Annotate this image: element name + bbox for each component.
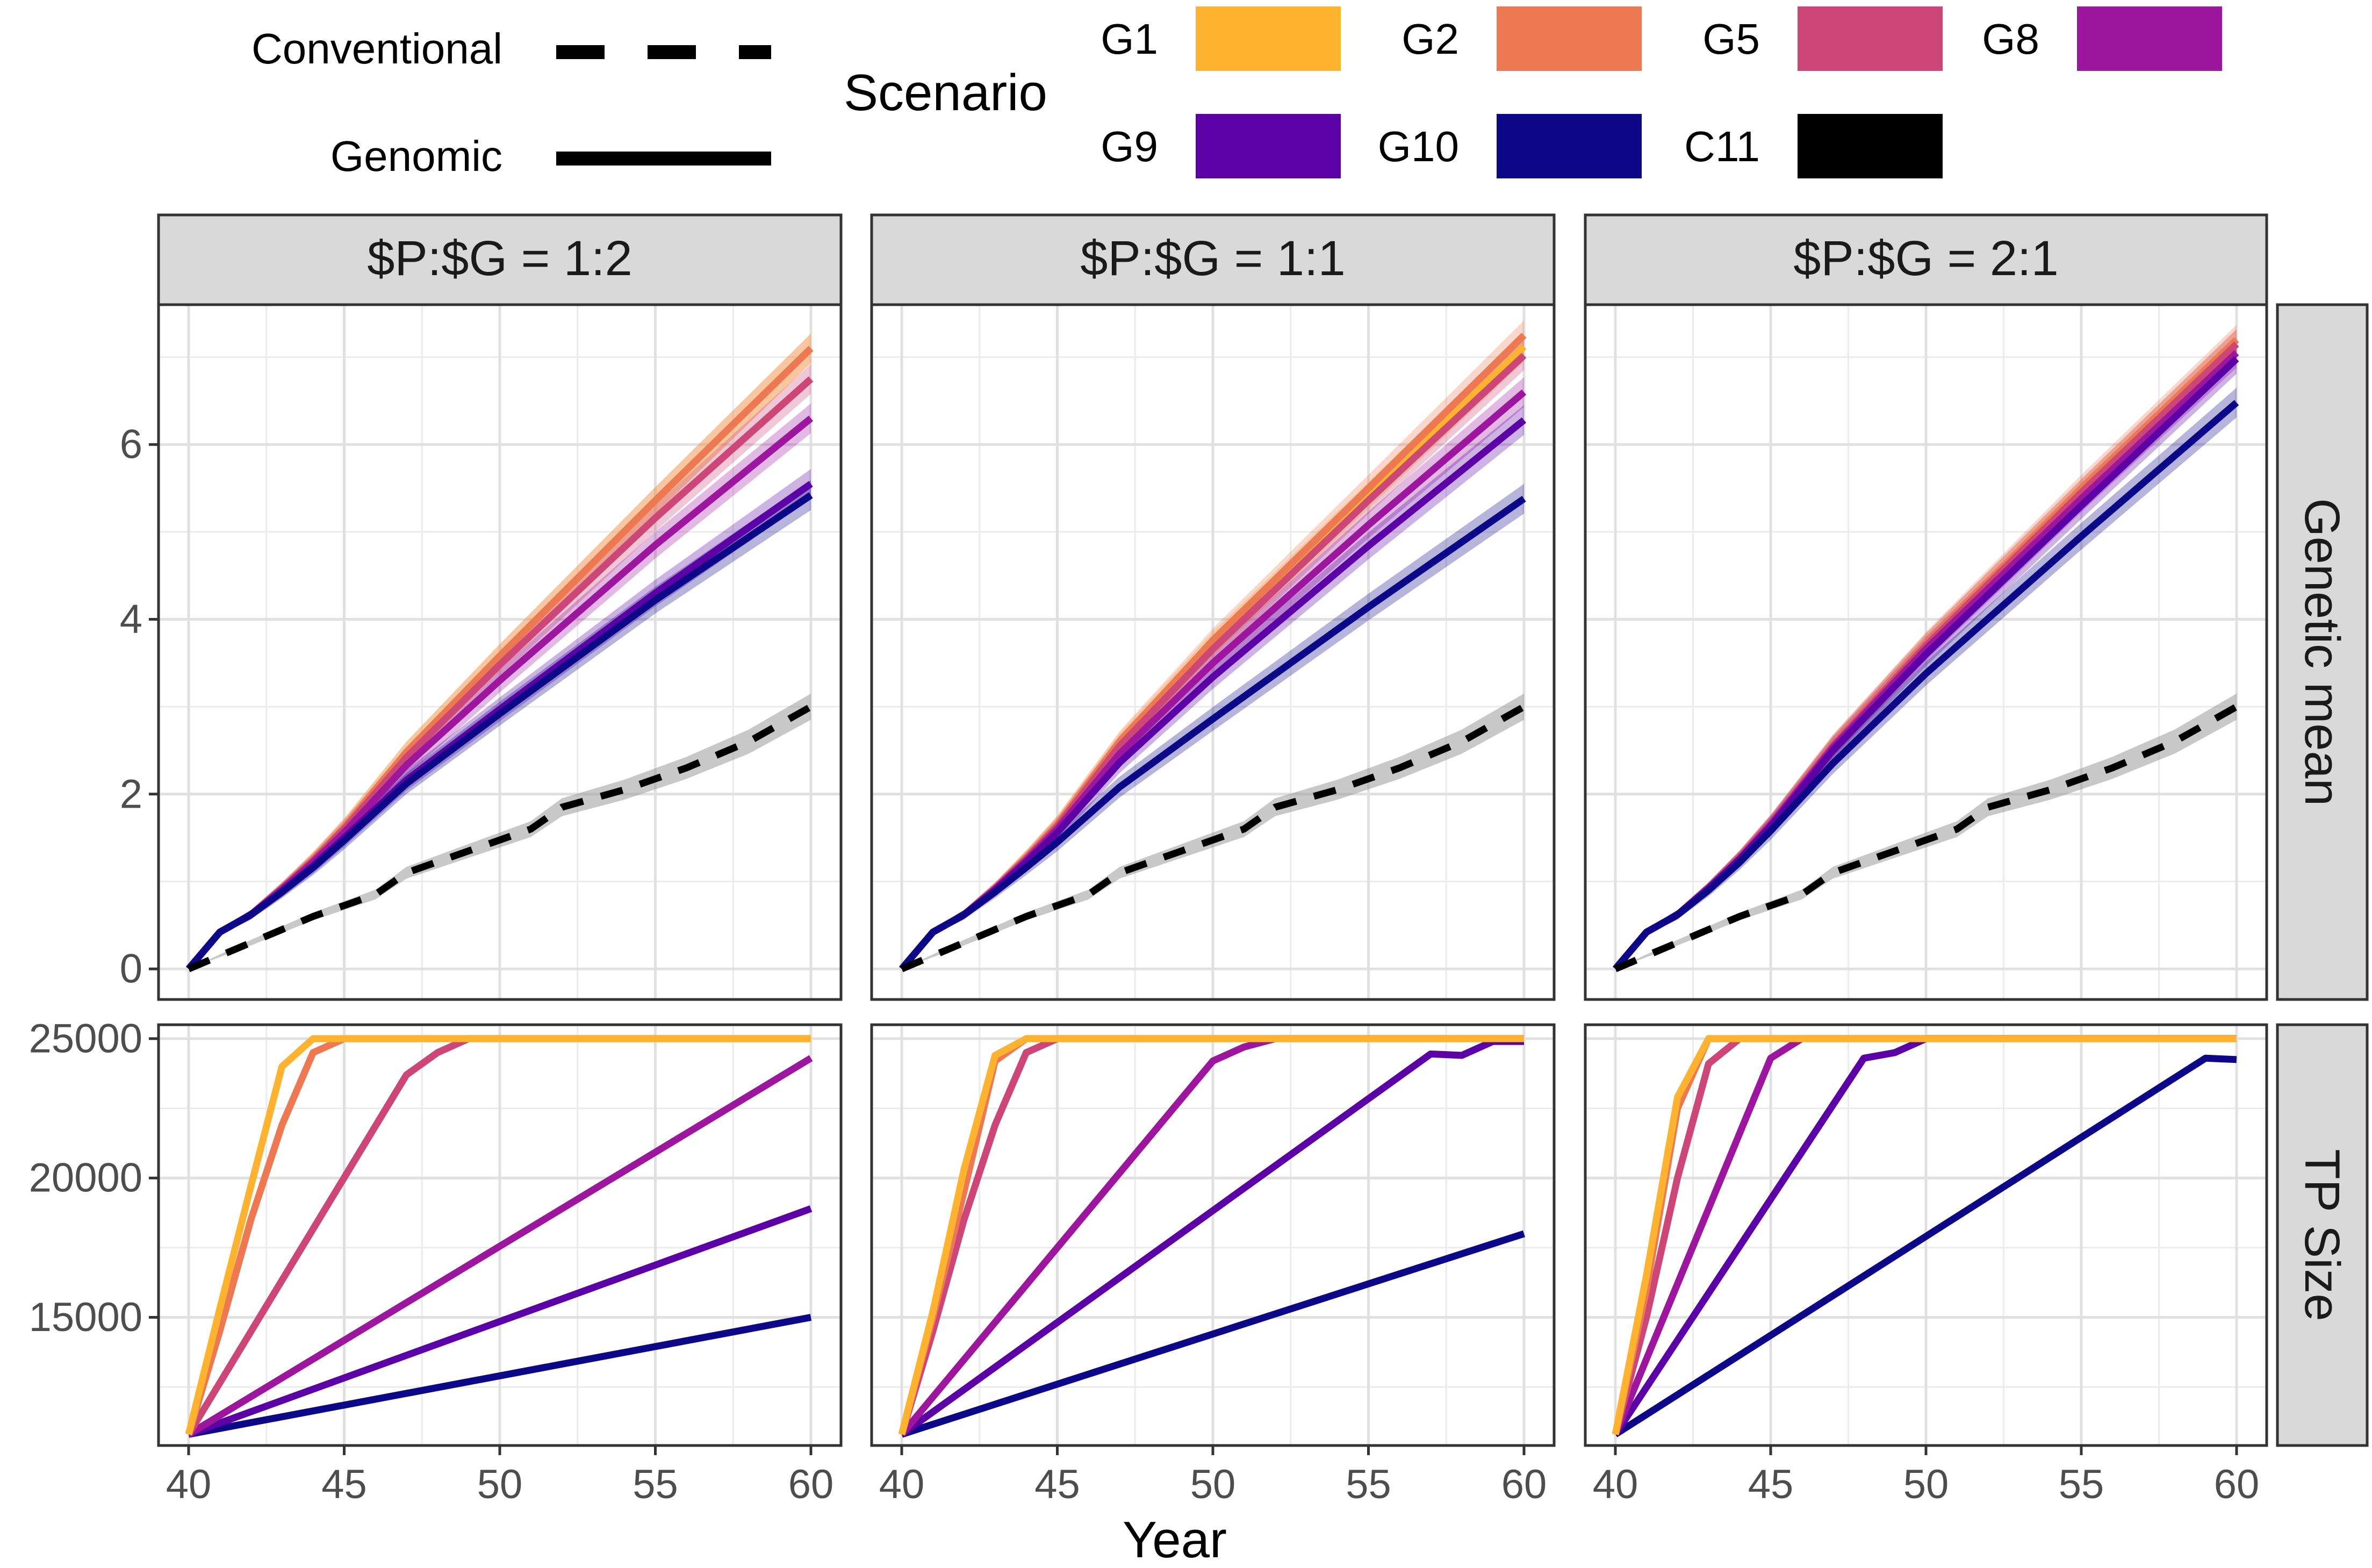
- legend-label-genomic: Genomic: [330, 132, 502, 180]
- panel-2-1: [157, 1023, 843, 1447]
- series-line-g1: [1612, 1035, 2237, 1435]
- series-line-g1: [898, 1035, 1524, 1435]
- scenario-legend: Scenario G1 G2 G5 G8 G9 G10 C11: [844, 6, 2222, 178]
- series-line-g10: [186, 492, 813, 972]
- y-tick-label: 25000: [29, 1016, 142, 1061]
- y-tick-label: 6: [120, 422, 142, 467]
- legend-label-g1: G1: [1101, 15, 1158, 63]
- y-tick-label: 2: [120, 771, 142, 817]
- facet-strip-col-3: [1584, 213, 2268, 306]
- series-line-g8: [186, 1055, 813, 1437]
- series-line-c11: [1614, 703, 2239, 973]
- panel-border: [157, 303, 843, 1001]
- legend-swatch-g5: [1798, 6, 1943, 71]
- facet-strip-col-1: [157, 213, 843, 306]
- x-tick-label: 40: [166, 1462, 212, 1507]
- legend-swatch-g9: [1196, 114, 1341, 178]
- legend-swatch-g10: [1497, 114, 1642, 178]
- panel-plot-area: [899, 320, 1527, 973]
- legend-label-conventional: Conventional: [251, 25, 502, 73]
- panel-border: [1584, 303, 2268, 1001]
- panel-border: [870, 303, 1556, 1001]
- x-tick-label: 60: [2214, 1462, 2260, 1507]
- facet-strip-row-1: [2276, 303, 2369, 1001]
- x-tick-label: 45: [1748, 1462, 1794, 1507]
- legend-label-g9: G9: [1101, 123, 1158, 170]
- series-line-g1: [185, 1035, 811, 1435]
- legend-label-g8: G8: [1982, 15, 2039, 63]
- panel-2-3: [1584, 1023, 2268, 1447]
- x-tick-label: 55: [632, 1462, 678, 1507]
- legend-label-c11: C11: [1684, 123, 1760, 170]
- series-line-g10: [1613, 1054, 2237, 1437]
- series-line-g10: [1613, 400, 2239, 972]
- x-tick-label: 50: [1903, 1462, 1949, 1507]
- legend-label-g5: G5: [1702, 15, 1760, 63]
- x-tick-label: 50: [477, 1462, 523, 1507]
- panel-plot-area: [898, 1035, 1525, 1438]
- panel-1-2: [870, 303, 1556, 1001]
- y-tick-label: 4: [120, 596, 142, 642]
- legend-label-g10: G10: [1378, 123, 1459, 170]
- y-tick-label: 0: [120, 946, 142, 992]
- facet-strip-label-row-2: TP Size: [2295, 1149, 2349, 1321]
- series-line-g9: [187, 1205, 813, 1438]
- ribbon-c11: [1615, 693, 2237, 969]
- facet-strip-label-col-1: $P:$G = 1:2: [367, 231, 632, 286]
- legend-swatch-c11: [1798, 114, 1943, 178]
- x-tick-label: 45: [321, 1462, 367, 1507]
- x-tick-label: 60: [788, 1462, 834, 1507]
- series-line-g10: [901, 1230, 1525, 1438]
- x-tick-label: 40: [879, 1462, 925, 1507]
- facet-strip-label-col-3: $P:$G = 2:1: [1793, 231, 2059, 286]
- ribbon-c11: [902, 693, 1524, 969]
- x-tick-label: 55: [2059, 1462, 2104, 1507]
- x-tick-label: 45: [1034, 1462, 1080, 1507]
- series-line-c11: [187, 703, 813, 973]
- facet-strip-label-row-1: Genetic mean: [2295, 498, 2349, 806]
- ribbon-c11: [189, 693, 811, 969]
- legend-swatch-g2: [1497, 6, 1642, 71]
- panel-2-2: [870, 1023, 1556, 1447]
- panel-plot-area: [1613, 325, 2239, 973]
- y-tick-label: 20000: [29, 1155, 142, 1201]
- legend-swatch-g8: [2077, 6, 2222, 71]
- panel-plot-area: [1612, 1035, 2237, 1437]
- x-tick-label: 60: [1501, 1462, 1547, 1507]
- legend-label-g2: G2: [1401, 15, 1459, 63]
- linetype-legend: Conventional Genomic: [251, 25, 771, 180]
- facet-strip-row-2: [2276, 1023, 2369, 1447]
- series-line-g10: [899, 495, 1526, 972]
- x-tick-label: 55: [1346, 1462, 1391, 1507]
- x-tick-label: 40: [1593, 1462, 1638, 1507]
- scenario-legend-title: Scenario: [844, 64, 1047, 121]
- series-line-g10: [188, 1314, 812, 1438]
- y-tick-label: 15000: [29, 1294, 142, 1340]
- facet-strip-label-col-2: $P:$G = 1:1: [1080, 231, 1346, 286]
- series-line-c11: [900, 703, 1526, 973]
- panel-1-1: [157, 303, 843, 1001]
- panel-1-3: [1584, 303, 2268, 1001]
- panel-plot-area: [186, 333, 814, 973]
- panel-plot-area: [185, 1035, 813, 1438]
- x-axis-title: Year: [1123, 1511, 1227, 1568]
- x-tick-label: 50: [1190, 1462, 1236, 1507]
- legend-swatch-g1: [1196, 6, 1341, 71]
